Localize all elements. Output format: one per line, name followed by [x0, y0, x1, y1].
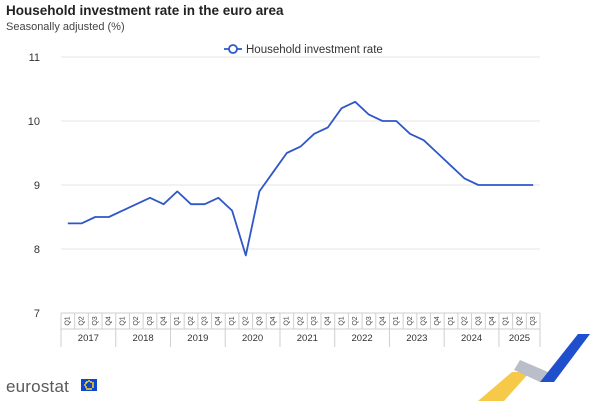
x-tick-label: Q1	[65, 316, 72, 325]
year-label: 2022	[352, 333, 373, 344]
x-tick-label: Q2	[462, 316, 469, 325]
y-tick-label: 10	[28, 116, 40, 128]
year-label: 2017	[78, 333, 99, 344]
x-tick-label: Q2	[78, 316, 85, 325]
x-tick-label: Q2	[352, 316, 359, 325]
x-tick-label: Q4	[215, 316, 222, 325]
flag-star-icon	[86, 387, 88, 390]
x-tick-label: Q4	[160, 316, 167, 325]
x-tick-label: Q2	[297, 316, 304, 325]
x-tick-label: Q1	[338, 316, 345, 325]
x-tick-label: Q4	[434, 316, 441, 325]
flag-star-icon	[88, 388, 90, 390]
flag-star-icon	[92, 384, 94, 386]
y-tick-label: 7	[34, 308, 40, 320]
flag-star-icon	[84, 382, 87, 384]
x-tick-label: Q3	[475, 316, 482, 325]
x-tick-label: Q4	[325, 316, 332, 325]
flag-star-icon	[91, 386, 94, 388]
x-tick-label: Q3	[530, 316, 537, 325]
y-tick-label: 9	[34, 180, 40, 192]
x-tick-label: Q1	[448, 316, 455, 325]
x-tick-label: Q2	[133, 316, 140, 325]
chart-title: Household investment rate in the euro ar…	[6, 3, 284, 18]
flag-star-icon	[86, 380, 88, 383]
flag-star-icon	[84, 386, 87, 388]
x-tick-label: Q3	[92, 316, 99, 325]
x-tick-label: Q4	[489, 316, 496, 325]
flag-star-icon	[90, 380, 92, 383]
chart-subtitle: Seasonally adjusted (%)	[6, 21, 125, 33]
year-label: 2020	[242, 333, 263, 344]
x-tick-label: Q4	[106, 316, 113, 325]
x-tick-label: Q3	[147, 316, 154, 325]
y-axis: 7 8 9 10 11	[28, 52, 40, 320]
legend[interactable]: Household investment rate	[224, 44, 383, 56]
logo-blue-stripe	[540, 334, 590, 382]
year-label: 2019	[187, 333, 208, 344]
x-tick-label: Q1	[174, 316, 181, 325]
x-tick-label: Q4	[379, 316, 386, 325]
year-label: 2018	[133, 333, 154, 344]
y-tick-label: 8	[34, 244, 40, 256]
flag-star-icon	[90, 387, 92, 390]
x-tick-label: Q1	[503, 316, 510, 325]
x-tick-label: Q4	[270, 316, 277, 325]
x-tick-label: Q2	[243, 316, 250, 325]
y-tick-label: 11	[29, 52, 40, 64]
x-tick-label: Q3	[256, 316, 263, 325]
eurostat-logo-text: eurostat	[6, 377, 70, 396]
logo-yellow-stripe	[478, 372, 530, 401]
eu-flag-icon	[81, 379, 97, 391]
x-tick-label: Q1	[119, 316, 126, 325]
x-tick-label: Q3	[366, 316, 373, 325]
gridlines	[61, 56, 540, 250]
logo-grey-stripe	[514, 360, 548, 382]
year-label: 2021	[297, 333, 318, 344]
x-tick-label: Q3	[421, 316, 428, 325]
series	[67, 100, 534, 257]
legend-marker-icon	[228, 44, 238, 54]
x-tick-label: Q2	[407, 316, 414, 325]
x-tick-label: Q2	[188, 316, 195, 325]
x-tick-label: Q1	[284, 316, 291, 325]
x-tick-label: Q3	[311, 316, 318, 325]
year-label: 2025	[509, 333, 530, 344]
decorative-logo-mark	[478, 334, 590, 401]
year-label: 2024	[461, 333, 482, 344]
x-tick-label: Q3	[202, 316, 209, 325]
x-tick-label: Q1	[393, 316, 400, 325]
x-tick-label: Q1	[229, 316, 236, 325]
x-axis: Q1 Q2 Q3 Q4 Q1 Q2 Q3 Q4 Q1 Q2 Q3 Q4 Q1 Q2 Q3 Q4 Q1 Q2 Q3 Q4…	[60, 312, 541, 347]
legend-entry-label[interactable]: Household investment rate	[246, 44, 383, 56]
year-label: 2023	[406, 333, 427, 344]
flag-star-icon	[84, 384, 86, 386]
flag-star-icon	[88, 380, 90, 382]
flag-star-icon	[91, 382, 94, 384]
x-tick-label: Q2	[516, 316, 523, 325]
series-line[interactable]	[67, 100, 534, 257]
